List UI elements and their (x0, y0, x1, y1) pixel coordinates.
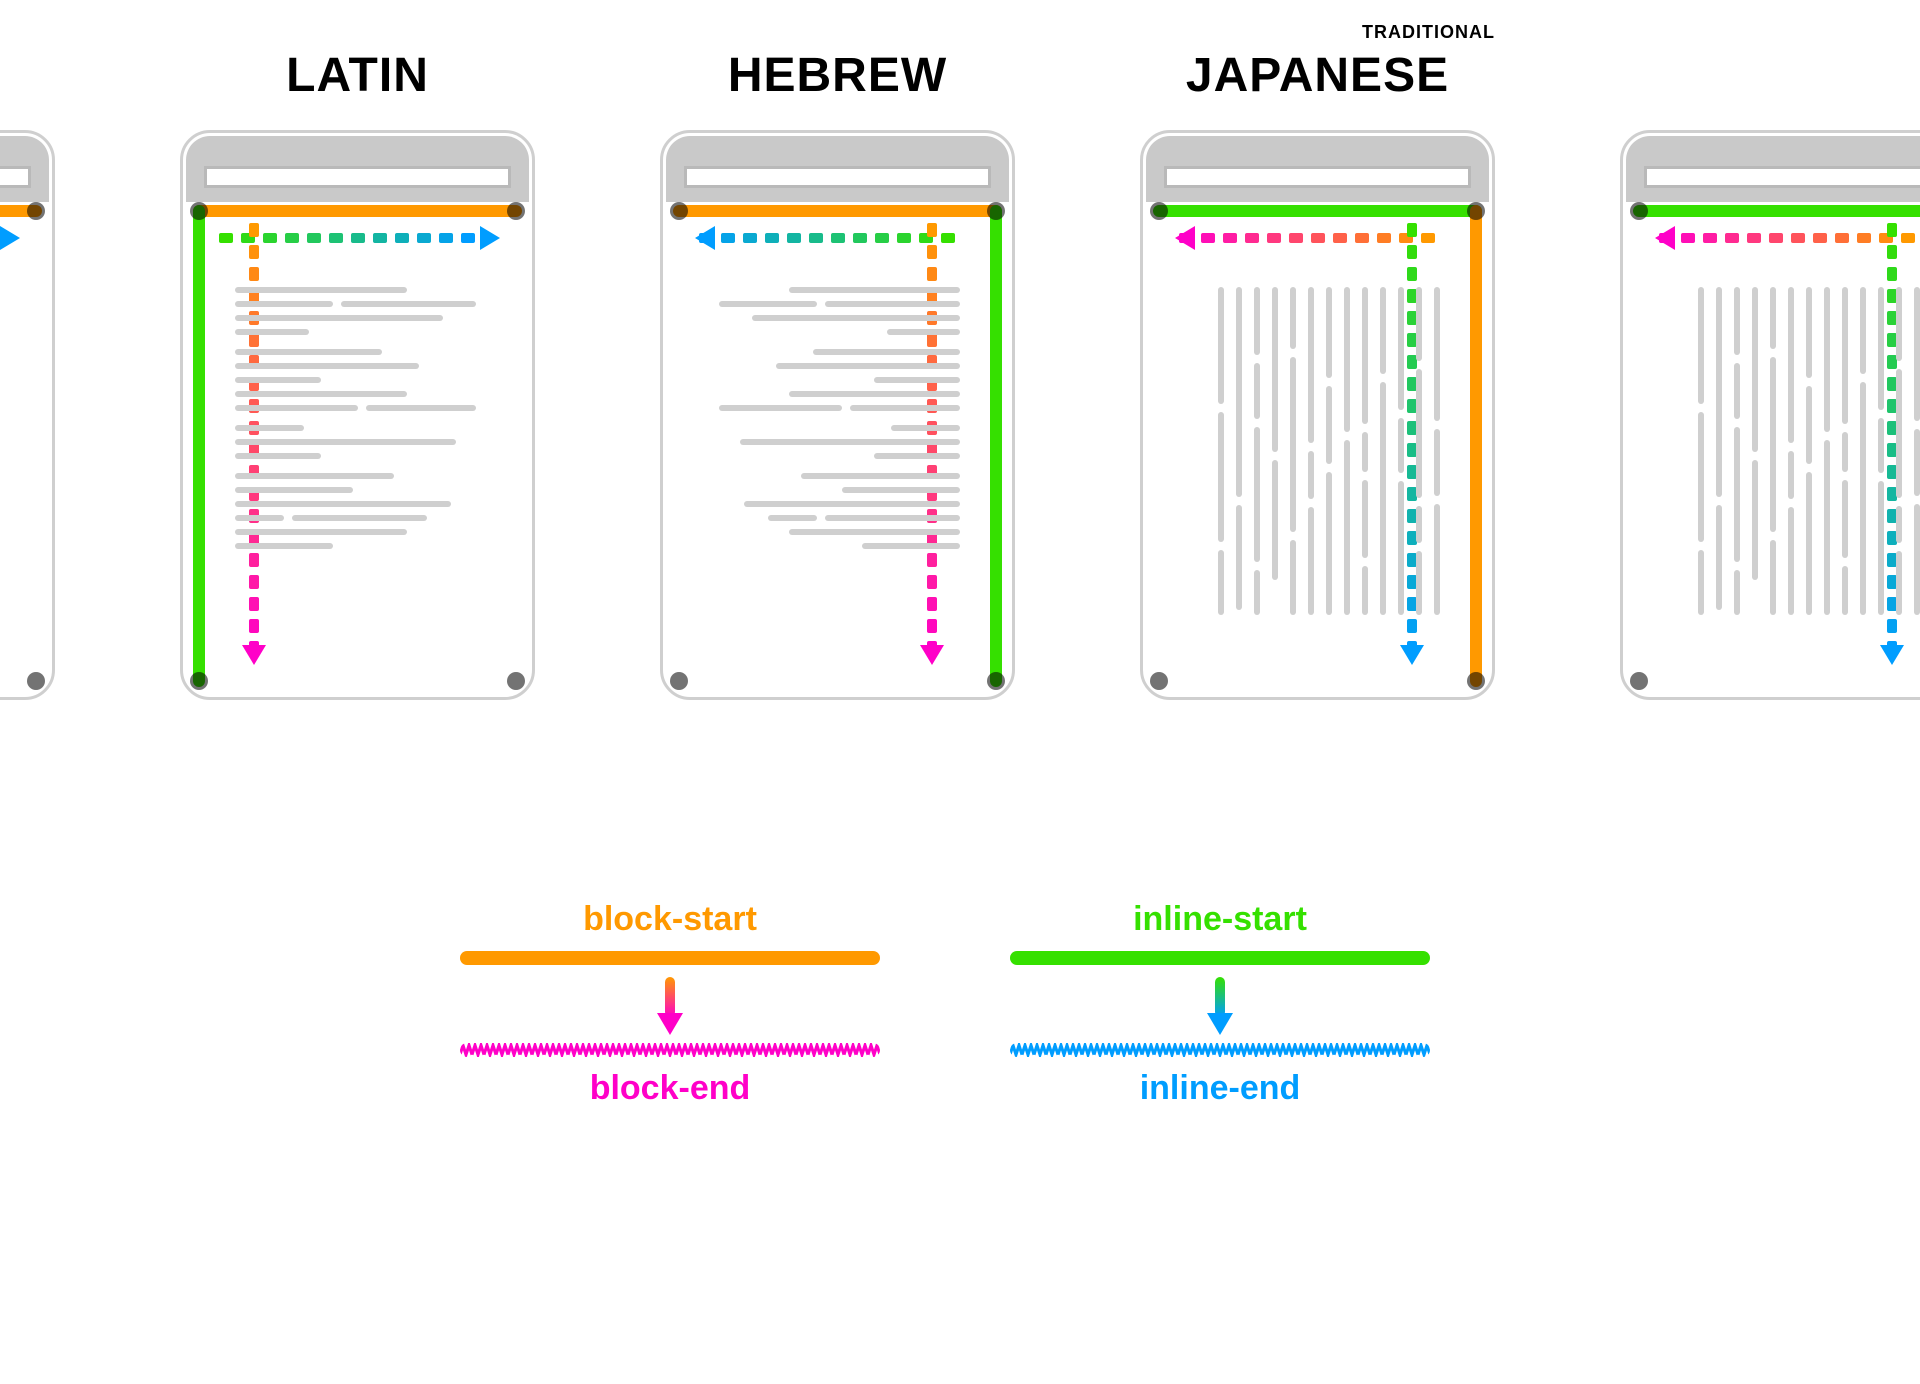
edge-left (1633, 205, 1645, 687)
legend: block-start block-end inline-start inline-e… (0, 900, 1920, 1260)
corner-dot (27, 672, 45, 690)
legend-group: inline-start inline-end (1010, 900, 1430, 1108)
device-latin: LATIN (180, 130, 535, 700)
device-hebrew: HEBREW (660, 130, 1015, 700)
url-bar (0, 166, 31, 188)
corner-dot (1467, 672, 1485, 690)
edge-right (510, 205, 522, 687)
devices-row: LATIN HEBREW JAPANESETRADITIONAL (0, 130, 1920, 770)
corner-dot (27, 202, 45, 220)
text-area-vertical (1675, 287, 1920, 615)
corner-dot (507, 672, 525, 690)
diagram-stage: LATINHEBREWJAPANESETRADITIONAL block-sta… (0, 0, 1920, 1384)
device-title: JAPANESE (1140, 48, 1495, 103)
browser-chrome (0, 136, 49, 202)
corner-dot (1467, 202, 1485, 220)
edge-right (1470, 205, 1482, 687)
url-bar (1644, 166, 1920, 188)
legend-label-bottom: block-end (460, 1069, 880, 1108)
corner-dot (670, 202, 688, 220)
content-frame (193, 205, 522, 687)
edge-bottom (1153, 675, 1482, 687)
arrow-horizontal (0, 233, 16, 243)
device-frame (1140, 130, 1495, 700)
corner-dot (1630, 202, 1648, 220)
edge-top (193, 205, 522, 217)
device-frame (1620, 130, 1920, 700)
legend-bar-top (460, 951, 880, 965)
device-partial-right (1620, 130, 1920, 700)
edge-left (673, 205, 685, 687)
browser-chrome (1146, 136, 1489, 202)
arrow-horizontal (219, 233, 496, 243)
browser-chrome (186, 136, 529, 202)
corner-dot (190, 202, 208, 220)
corner-dot (987, 202, 1005, 220)
edge-right (990, 205, 1002, 687)
device-partial-left (0, 130, 55, 700)
corner-dot (670, 672, 688, 690)
legend-arrow (1010, 977, 1430, 1031)
legend-arrow (460, 977, 880, 1031)
edge-bottom (673, 675, 1002, 687)
edge-bottom (193, 675, 522, 687)
device-subtitle: TRADITIONAL (1362, 22, 1495, 43)
content-frame (1153, 205, 1482, 687)
device-title: HEBREW (660, 48, 1015, 103)
edge-left (193, 205, 205, 687)
text-area-vertical (1195, 287, 1440, 615)
legend-label-bottom: inline-end (1010, 1069, 1430, 1108)
device-title: LATIN (180, 48, 535, 103)
url-bar (1164, 166, 1471, 188)
browser-chrome (666, 136, 1009, 202)
edge-right (30, 205, 42, 687)
legend-group: block-start block-end (460, 900, 880, 1108)
edge-top (1153, 205, 1482, 217)
device-japanese: JAPANESETRADITIONAL (1140, 130, 1495, 700)
url-bar (684, 166, 991, 188)
legend-bar-bottom (1010, 1043, 1430, 1057)
device-frame (0, 130, 55, 700)
edge-top (673, 205, 1002, 217)
text-area (715, 287, 960, 615)
legend-bar-top (1010, 951, 1430, 965)
corner-dot (507, 202, 525, 220)
edge-bottom (1633, 675, 1920, 687)
corner-dot (1150, 672, 1168, 690)
text-area (235, 287, 480, 615)
corner-dot (1150, 202, 1168, 220)
device-frame (180, 130, 535, 700)
legend-label-top: inline-start (1010, 900, 1430, 939)
content-frame (673, 205, 1002, 687)
corner-dot (987, 672, 1005, 690)
content-frame (1633, 205, 1920, 687)
arrow-horizontal (1659, 233, 1920, 243)
corner-dot (1630, 672, 1648, 690)
device-frame (660, 130, 1015, 700)
browser-chrome (1626, 136, 1920, 202)
edge-top (1633, 205, 1920, 217)
legend-label-top: block-start (460, 900, 880, 939)
legend-bar-bottom (460, 1043, 880, 1057)
content-frame (0, 205, 42, 687)
corner-dot (190, 672, 208, 690)
edge-left (1153, 205, 1165, 687)
url-bar (204, 166, 511, 188)
